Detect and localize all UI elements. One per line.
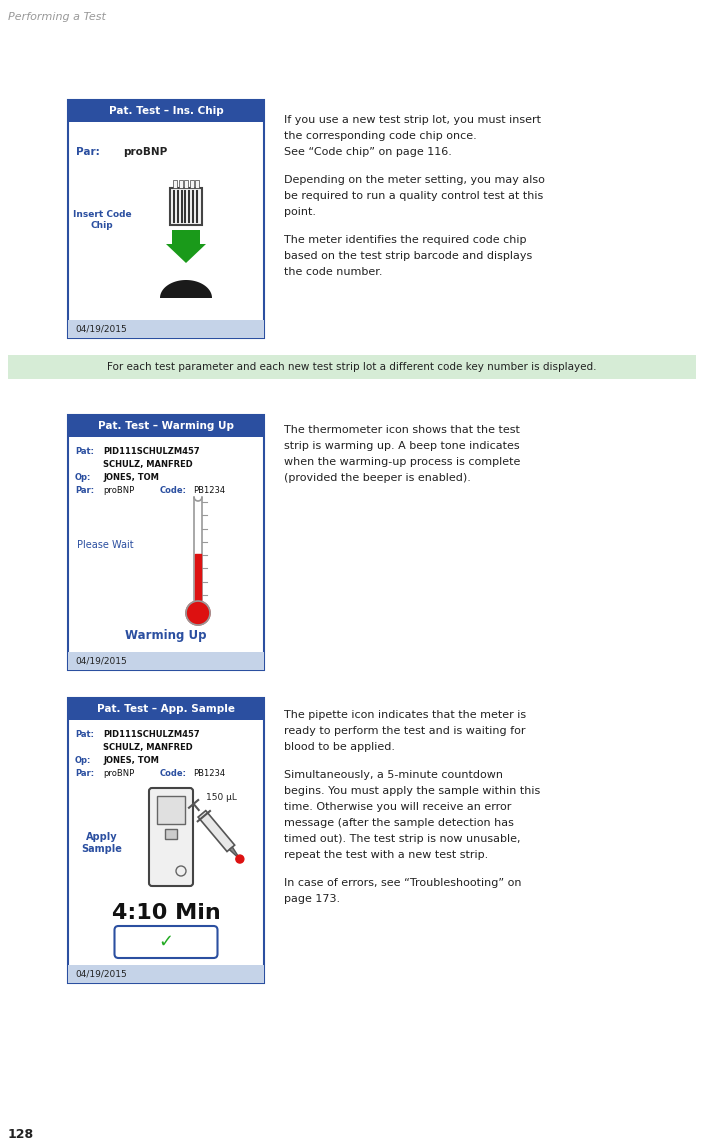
Bar	[229, 323, 255, 335]
Polygon shape	[166, 230, 206, 263]
Bar	[184, 180, 188, 188]
Bar	[68, 652, 264, 670]
Bar	[68, 100, 264, 338]
Text: repeat the test with a new test strip.: repeat the test with a new test strip.	[284, 850, 489, 860]
Text: message (after the sample detection has: message (after the sample detection has	[284, 818, 514, 828]
Text: Please Wait: Please Wait	[77, 540, 134, 550]
Text: time. Otherwise you will receive an error: time. Otherwise you will receive an erro…	[284, 802, 511, 812]
FancyBboxPatch shape	[149, 788, 193, 886]
Bar	[68, 965, 264, 983]
Text: (provided the beeper is enabled).: (provided the beeper is enabled).	[284, 473, 471, 483]
Bar	[68, 415, 264, 437]
Text: See “Code chip” on page 116.: See “Code chip” on page 116.	[284, 147, 452, 157]
Text: Pat. Test – Warming Up: Pat. Test – Warming Up	[98, 421, 234, 431]
Text: 04/19/2015: 04/19/2015	[75, 656, 127, 665]
Text: Pat:: Pat:	[75, 730, 94, 739]
Bar	[165, 829, 177, 839]
Text: 04/19/2015: 04/19/2015	[75, 325, 127, 334]
Text: For each test parameter and each new test strip lot a different code key number : For each test parameter and each new tes…	[107, 362, 597, 372]
Text: Code:: Code:	[160, 486, 187, 495]
Polygon shape	[198, 811, 234, 852]
Text: PB1234: PB1234	[193, 486, 225, 495]
Bar	[229, 656, 255, 666]
Bar	[170, 188, 202, 226]
Text: proBNP: proBNP	[123, 147, 168, 157]
Bar	[195, 180, 199, 188]
Bar	[157, 796, 185, 823]
Text: In case of errors, see “Troubleshooting” on: In case of errors, see “Troubleshooting”…	[284, 878, 522, 888]
Text: 4:10 Min: 4:10 Min	[112, 903, 220, 923]
Text: Op:: Op:	[75, 756, 92, 765]
Text: Par:: Par:	[75, 769, 94, 778]
Text: blood to be applied.: blood to be applied.	[284, 741, 395, 752]
Text: PID111SCHULZM457: PID111SCHULZM457	[103, 446, 200, 456]
Text: JONES, TOM: JONES, TOM	[103, 473, 159, 482]
Polygon shape	[160, 280, 212, 298]
Text: SCHULZ, MANFRED: SCHULZ, MANFRED	[103, 743, 193, 752]
Text: Par:: Par:	[75, 486, 94, 495]
Bar	[255, 326, 258, 331]
Text: Code:: Code:	[160, 769, 187, 778]
Text: be required to run a quality control test at this: be required to run a quality control tes…	[284, 191, 543, 200]
Text: proBNP: proBNP	[103, 486, 134, 495]
Circle shape	[236, 855, 244, 863]
Text: 128: 128	[8, 1128, 34, 1139]
Text: proBNP: proBNP	[103, 769, 134, 778]
Text: Pat:: Pat:	[75, 446, 94, 456]
Text: Warming Up: Warming Up	[125, 629, 207, 641]
Text: If you use a new test strip lot, you must insert: If you use a new test strip lot, you mus…	[284, 115, 541, 125]
Text: when the warming-up process is complete: when the warming-up process is complete	[284, 457, 520, 467]
Bar	[179, 180, 182, 188]
Bar	[255, 972, 258, 977]
Bar	[68, 415, 264, 670]
Text: PID111SCHULZM457: PID111SCHULZM457	[103, 730, 200, 739]
Text: Apply
Sample: Apply Sample	[82, 833, 122, 854]
Text: JONES, TOM: JONES, TOM	[103, 756, 159, 765]
Bar	[68, 698, 264, 720]
Bar	[68, 320, 264, 338]
Bar	[68, 100, 264, 122]
Text: Par:: Par:	[76, 147, 100, 157]
Text: page 173.: page 173.	[284, 894, 340, 904]
Circle shape	[176, 866, 186, 876]
Circle shape	[186, 601, 210, 625]
Text: 150 µL: 150 µL	[206, 794, 237, 803]
Text: timed out). The test strip is now unusable,: timed out). The test strip is now unusab…	[284, 834, 520, 844]
Bar	[68, 698, 264, 983]
Text: The thermometer icon shows that the test: The thermometer icon shows that the test	[284, 425, 520, 435]
Text: PB1234: PB1234	[193, 769, 225, 778]
Text: ready to perform the test and is waiting for: ready to perform the test and is waiting…	[284, 726, 525, 736]
Text: ✓: ✓	[158, 933, 174, 951]
Text: Simultaneously, a 5-minute countdown: Simultaneously, a 5-minute countdown	[284, 770, 503, 780]
Bar	[8, 355, 696, 379]
Text: the corresponding code chip once.: the corresponding code chip once.	[284, 131, 477, 141]
Text: based on the test strip barcode and displays: based on the test strip barcode and disp…	[284, 251, 532, 261]
FancyBboxPatch shape	[115, 926, 218, 958]
Text: the code number.: the code number.	[284, 267, 382, 277]
Text: Pat. Test – App. Sample: Pat. Test – App. Sample	[97, 704, 235, 714]
Text: Performing a Test: Performing a Test	[8, 13, 106, 22]
Bar	[173, 180, 177, 188]
Text: begins. You must apply the sample within this: begins. You must apply the sample within…	[284, 786, 540, 796]
Text: point.: point.	[284, 207, 316, 218]
Polygon shape	[230, 847, 241, 860]
Text: SCHULZ, MANFRED: SCHULZ, MANFRED	[103, 460, 193, 469]
Bar	[229, 968, 255, 980]
Bar	[189, 180, 194, 188]
Text: The pipette icon indicates that the meter is: The pipette icon indicates that the mete…	[284, 710, 526, 720]
Text: 04/19/2015: 04/19/2015	[75, 969, 127, 978]
Text: Op:: Op:	[75, 473, 92, 482]
Bar	[255, 658, 258, 664]
Text: strip is warming up. A beep tone indicates: strip is warming up. A beep tone indicat…	[284, 441, 520, 451]
Text: The meter identifies the required code chip: The meter identifies the required code c…	[284, 235, 527, 245]
Text: Depending on the meter setting, you may also: Depending on the meter setting, you may …	[284, 175, 545, 185]
Text: Pat. Test – Ins. Chip: Pat. Test – Ins. Chip	[108, 106, 223, 116]
Text: Insert Code
Chip: Insert Code Chip	[73, 211, 132, 230]
